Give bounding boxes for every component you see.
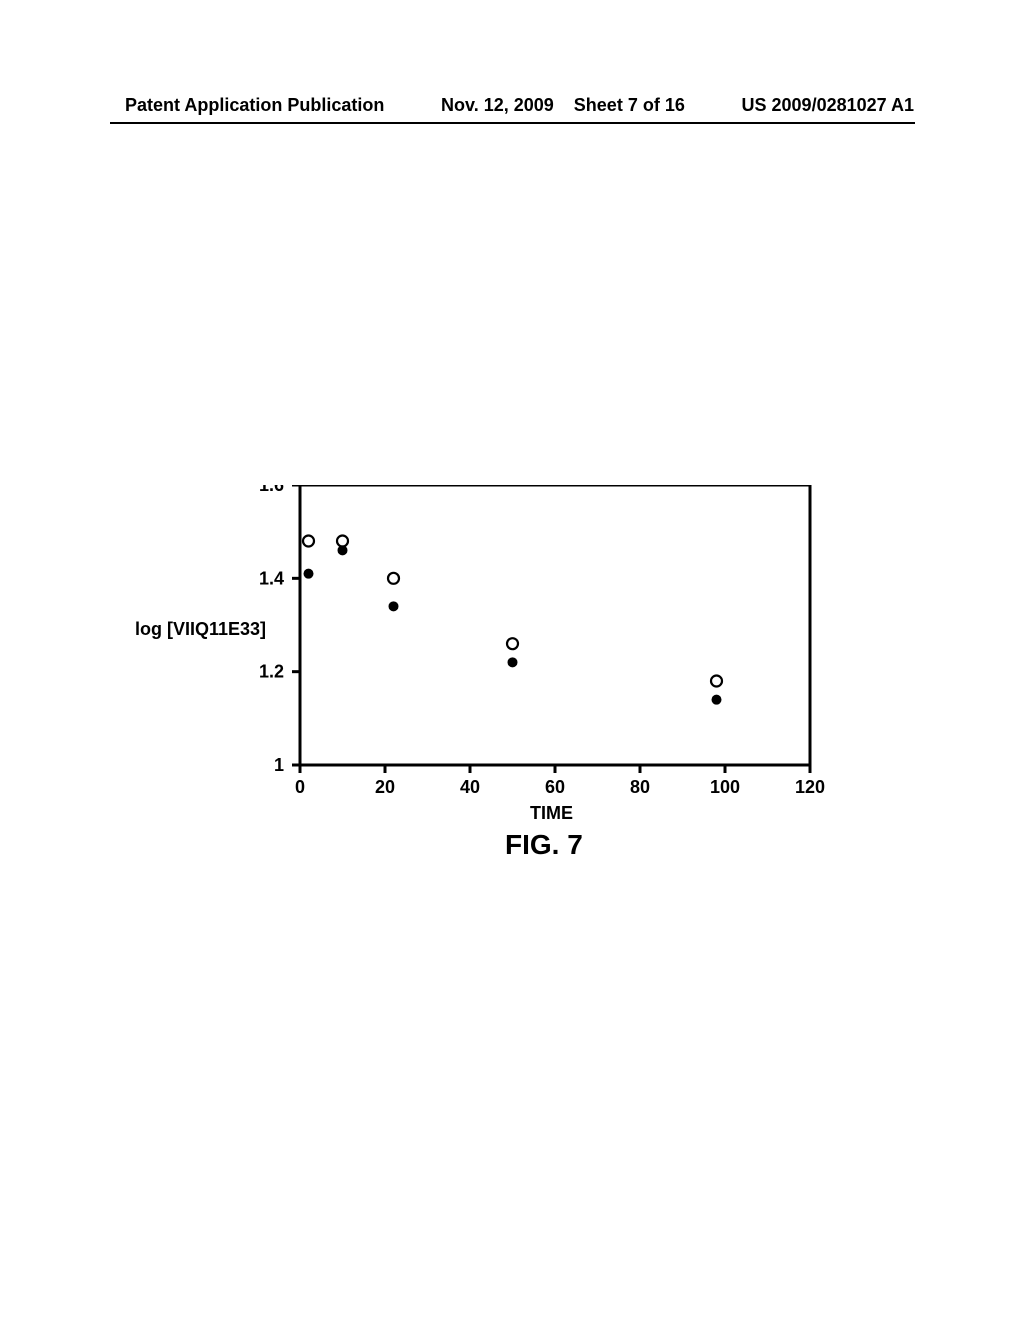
chart-svg: 1 1.2 1.4 1.6 0 20 40 60 80 100 120	[165, 485, 865, 865]
y-tick-label: 1	[274, 755, 284, 775]
x-tick-label: 120	[795, 777, 825, 797]
header-rule	[110, 122, 915, 124]
data-point-open	[388, 573, 399, 584]
data-point-open	[507, 638, 518, 649]
y-tick-label: 1.4	[259, 568, 284, 588]
y-tick-label: 1.2	[259, 662, 284, 682]
x-tick-label: 40	[460, 777, 480, 797]
sheet-number: Sheet 7 of 16	[574, 95, 685, 115]
y-tick-label: 1.6	[259, 485, 284, 495]
x-tick-label: 100	[710, 777, 740, 797]
x-axis-label: TIME	[530, 803, 573, 824]
x-tick-label: 60	[545, 777, 565, 797]
data-point-filled	[508, 657, 518, 667]
data-point-open	[337, 536, 348, 547]
header-row: Patent Application Publication Nov. 12, …	[0, 95, 1024, 116]
data-point-filled	[338, 545, 348, 555]
y-axis-label: log [VIIQ11E33]	[135, 619, 266, 640]
scatter-chart: 11.21.41.6020406080100120 log [VIIQ11E33…	[165, 485, 865, 865]
data-point-filled	[389, 601, 399, 611]
data-point-filled	[304, 569, 314, 579]
data-point-open	[303, 536, 314, 547]
pub-date: Nov. 12, 2009	[441, 95, 554, 115]
page: Patent Application Publication Nov. 12, …	[0, 0, 1024, 1320]
x-tick-label: 80	[630, 777, 650, 797]
page-header: Patent Application Publication Nov. 12, …	[0, 95, 1024, 116]
data-point-open	[711, 676, 722, 687]
figure-caption: FIG. 7	[505, 829, 583, 861]
publication-label: Patent Application Publication	[125, 95, 384, 116]
x-tick-label: 20	[375, 777, 395, 797]
date-sheet: Nov. 12, 2009 Sheet 7 of 16	[441, 95, 685, 116]
x-tick-label: 0	[295, 777, 305, 797]
axes-frame	[300, 485, 810, 765]
pub-number: US 2009/0281027 A1	[742, 95, 914, 116]
data-point-filled	[712, 695, 722, 705]
